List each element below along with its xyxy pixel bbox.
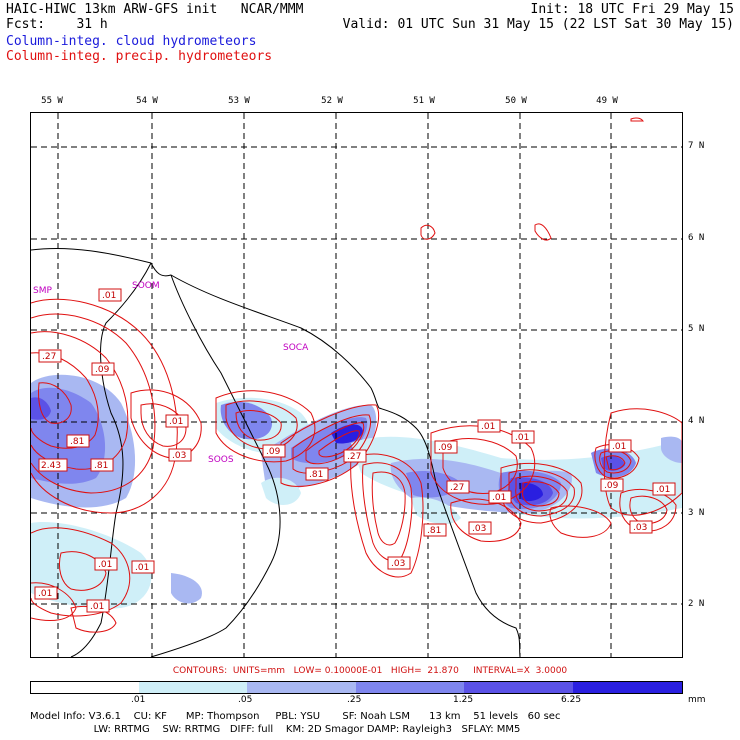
forecast-label: Fcst: 31 h (6, 17, 108, 32)
contour-label: .01 (90, 602, 104, 612)
contour-label: .09 (438, 443, 453, 453)
colorbar-segment (247, 682, 356, 693)
forecast-label-text: Fcst: (6, 17, 46, 32)
lon-label: 55 W (41, 96, 63, 106)
contour-label: .03 (172, 451, 186, 461)
colorbar-segment (573, 682, 682, 693)
contour-label: .27 (42, 352, 56, 362)
colorbar-tick: .01 (131, 695, 146, 705)
contour-label: .01 (169, 417, 183, 427)
model-info-line2: LW: RRTMG SW: RRTMG DIFF: full KM: 2D Sm… (30, 724, 521, 735)
colorbar-tick: .25 (347, 695, 362, 705)
station-label: SOCA (283, 343, 309, 353)
legend-precip-field: Column-integ. precip. hydrometeors (6, 49, 273, 64)
colorbar-units: mm (688, 695, 706, 705)
contour-label: .09 (95, 365, 110, 375)
colorbar-segment (139, 682, 247, 693)
map-canvas: SMP SOOM SOCA SOOS .01 .27 .09 .01 .03 .… (31, 113, 682, 657)
lon-label: 51 W (413, 96, 435, 106)
colorbar-segment (464, 682, 573, 693)
lat-label: 2 N (688, 599, 705, 609)
contour-label: .01 (135, 563, 149, 573)
contour-info: CONTOURS: UNITS=mm LOW= 0.10000E-01 HIGH… (172, 666, 568, 676)
contour-label: .01 (656, 485, 670, 495)
colorbar-tick: 6.25 (561, 695, 582, 705)
contour-label: .81 (427, 526, 441, 536)
contour-label: .03 (472, 524, 486, 534)
lat-label: 5 N (688, 324, 705, 334)
contour-label: .01 (515, 433, 529, 443)
coastline (31, 248, 521, 657)
cloud-shading (31, 374, 682, 609)
lon-label: 53 W (228, 96, 250, 106)
valid-time: Valid: 01 UTC Sun 31 May 15 (22 LST Sat … (342, 17, 734, 32)
contour-label: .01 (98, 560, 112, 570)
model-info-line1: Model Info: V3.6.1 CU: KF MP: Thompson P… (30, 711, 561, 722)
forecast-hours: 31 h (76, 17, 108, 32)
station-labels: SMP SOOM SOCA SOOS (33, 281, 309, 465)
station-label: SOOM (132, 281, 160, 291)
plot-title: HAIC-HIWC 13km ARW-GFS init NCAR/MMM (6, 2, 304, 17)
map-panel: SMP SOOM SOCA SOOS .01 .27 .09 .01 .03 .… (30, 112, 683, 658)
lat-label: 7 N (688, 141, 705, 151)
init-time: Init: 18 UTC Fri 29 May 15 (530, 2, 735, 17)
lon-label: 54 W (136, 96, 158, 106)
legend-cloud-field: Column-integ. cloud hydrometeors (6, 34, 257, 49)
contour-label: .27 (347, 452, 361, 462)
contour-label: .09 (604, 481, 619, 491)
contour-label: .01 (481, 422, 495, 432)
lat-label: 4 N (688, 416, 705, 426)
lon-label: 49 W (596, 96, 618, 106)
graticule (31, 113, 682, 657)
contour-label: .09 (266, 447, 281, 457)
contour-label: .01 (102, 291, 116, 301)
contour-label: 2.43 (41, 461, 61, 471)
colorbar-tick: 1.25 (453, 695, 474, 705)
station-label: SOOS (208, 455, 234, 465)
contour-label: .81 (70, 437, 84, 447)
colorbar-tick: .05 (238, 695, 253, 705)
lon-label: 52 W (321, 96, 343, 106)
lon-label: 50 W (505, 96, 527, 106)
colorbar (30, 681, 683, 694)
contour-labels: .01 .27 .09 .01 .03 .81 .81 2.43 .01 .01… (34, 288, 676, 613)
contour-label: .03 (633, 523, 647, 533)
colorbar-segment (356, 682, 464, 693)
lat-label: 6 N (688, 233, 705, 243)
contour-label: .01 (492, 493, 506, 503)
colorbar-segment (31, 682, 139, 693)
contour-label: .01 (38, 589, 52, 599)
contour-label: .81 (309, 470, 323, 480)
lat-label: 3 N (688, 508, 705, 518)
contour-label: .01 (612, 442, 626, 452)
contour-label: .27 (450, 483, 464, 493)
station-label: SMP (33, 286, 52, 296)
contour-label: .81 (94, 461, 108, 471)
contour-label: .03 (391, 559, 405, 569)
